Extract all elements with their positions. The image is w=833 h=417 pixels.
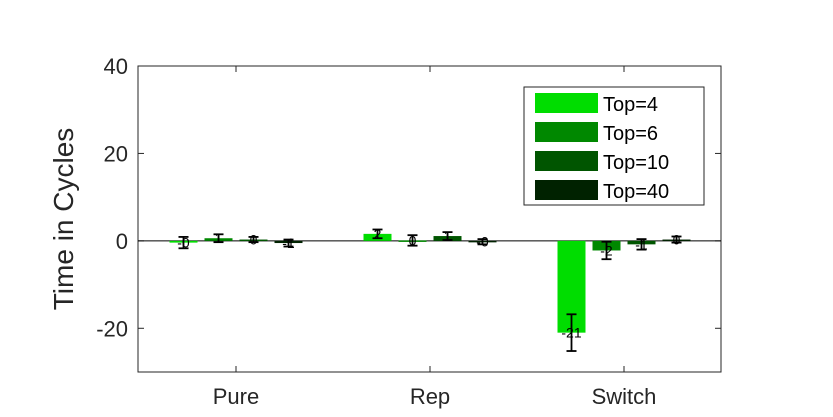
data-label: -1 [635,236,648,252]
y-tick-label: -20 [96,316,128,341]
bars [169,228,691,352]
legend-label-top-40: Top=40 [603,181,669,203]
legend: Top=4 Top=6 Top=10 Top=40 [523,86,705,206]
data-label: 1 [215,230,223,246]
x-tick-label-switch: Switch [592,384,657,409]
data-label: 0 [409,232,417,248]
data-label: -2 [600,242,613,258]
data-label: -1 [282,235,295,251]
y-tick-label: 20 [104,141,128,166]
y-axis-label: Time in Cycles [48,128,79,311]
legend-swatch-top-10 [535,151,598,171]
legend-label-top-6: Top=6 [603,123,658,145]
data-label: -0 [177,235,190,251]
y-tick-label: 0 [116,229,128,254]
data-labels: -0 2 -21 1 0 -2 0 1 -1 -1 -0 0 [177,226,680,341]
x-tick-label-rep: Rep [410,384,450,409]
data-label: -21 [561,325,581,341]
legend-swatch-top-40 [535,180,598,200]
legend-swatch-top-4 [535,93,598,113]
data-label: 0 [673,232,681,248]
legend-swatch-top-6 [535,122,598,142]
x-tick-label-pure: Pure [213,384,259,409]
legend-label-top-10: Top=10 [603,152,669,174]
data-label: 1 [444,228,452,244]
data-label: -0 [476,234,489,250]
data-label: 2 [374,226,382,242]
y-tick-label: 40 [104,54,128,79]
data-label: 0 [250,232,258,248]
legend-label-top-4: Top=4 [603,94,658,116]
